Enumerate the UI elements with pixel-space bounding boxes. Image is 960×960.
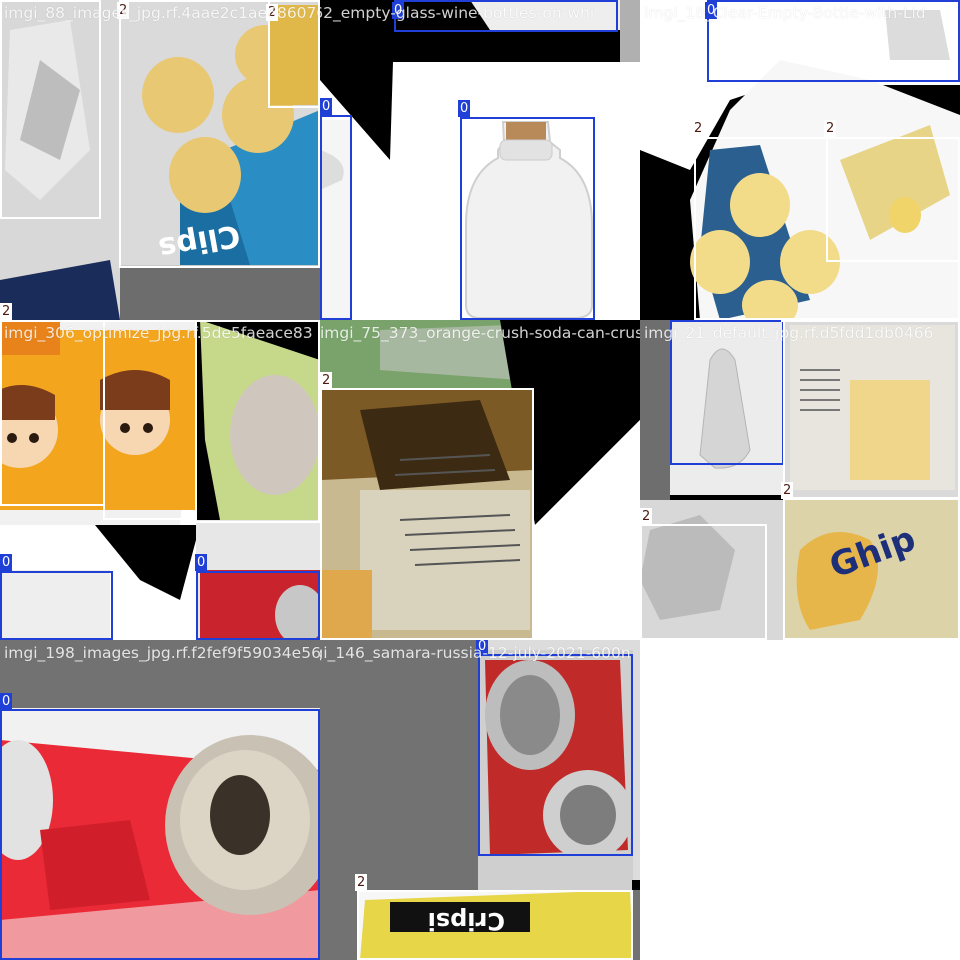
- class-label: 0: [0, 554, 13, 571]
- detection-box: [478, 654, 633, 856]
- mosaic-tile-8: Cripsi 0 2 imgi_146_samara-russia-12-jul…: [320, 640, 640, 960]
- detection-box: [640, 524, 767, 640]
- tile-filename: imgi_21_default_jpg.rf.d5fdd1db0466: [644, 324, 934, 342]
- mosaic-tile-1: Clips 2 2 2 imgi_88_images_jpg.rf.4aae2c…: [0, 0, 320, 320]
- detection-box: [0, 320, 105, 506]
- class-label: 2: [266, 4, 279, 21]
- class-label: 2: [320, 372, 333, 389]
- detection-box: [268, 0, 320, 108]
- mosaic-tile-6: Ghip 0 2 2 2 imgi_21_default_jpg.rf.d5fd…: [640, 320, 960, 640]
- class-label: 0: [320, 98, 333, 115]
- detection-box: [826, 137, 960, 262]
- detection-box: [0, 319, 4, 320]
- class-label: 2: [117, 2, 130, 19]
- mosaic-tile-5: 2 imgi_75_373_orange-crush-soda-can-crus…: [320, 320, 640, 640]
- detection-box: [195, 320, 320, 523]
- class-label: 2: [781, 482, 794, 499]
- class-label: 0: [392, 2, 405, 19]
- detection-box: [0, 0, 101, 219]
- mosaic-tile-4: 2 0 0 imgi_306_optimize_jpg.rf.5de5faeac…: [0, 320, 320, 640]
- tile-filename: imgi_198_images_jpg.rf.f2fef9f59034e56: [4, 644, 320, 662]
- class-label: 0: [195, 554, 208, 571]
- detection-box: [0, 709, 320, 960]
- detection-box: [783, 498, 960, 640]
- tile-filename: imgi_62_empty-glass-wine-bottles-on-whi: [320, 4, 595, 22]
- tile-filename: imgi_88_images_jpg.rf.4aae2c1ae6860708d2: [4, 4, 320, 22]
- detection-box: [320, 388, 534, 640]
- detection-box: [119, 0, 320, 268]
- detection-box: [707, 0, 960, 82]
- tile-filename: imgi_146_samara-russia-12-july-2021-600n: [320, 644, 631, 662]
- tile-5-photo: [320, 320, 640, 640]
- mosaic-tile-empty: [640, 640, 960, 960]
- class-label: 2: [692, 120, 705, 137]
- detection-box: [196, 571, 320, 640]
- class-label: 0: [458, 100, 471, 117]
- detection-box: [783, 320, 960, 499]
- detection-box: [357, 890, 633, 960]
- class-label: 0: [0, 693, 13, 710]
- detection-box: [103, 320, 197, 520]
- tile-7-photo: [0, 640, 320, 960]
- class-label: 2: [0, 303, 13, 320]
- tile-2-photo: [320, 0, 640, 320]
- mosaic-tile-3: 0 2 2 imgi_18_Clear-Empty-Bottle-with-Li…: [640, 0, 960, 320]
- tile-filename: imgi_18_Clear-Empty-Bottle-with-Lid: [644, 4, 926, 22]
- tile-6-photo: Ghip: [640, 320, 960, 640]
- tile-3-photo: [640, 0, 960, 320]
- svg-text:Cripsi: Cripsi: [428, 907, 505, 935]
- tile-filename: imgi_306_optimize_jpg.rf.5de5faeace83: [4, 324, 313, 342]
- class-label: 2: [355, 874, 368, 891]
- tile-filename: imgi_75_373_orange-crush-soda-can-crushe…: [320, 324, 640, 342]
- class-label: 2: [640, 508, 653, 525]
- class-label: 2: [196, 320, 209, 321]
- tile-4-photo: [0, 320, 320, 640]
- class-label: 2: [781, 320, 794, 322]
- class-label: 0: [476, 640, 489, 655]
- mosaic-tile-7: 0 imgi_198_images_jpg.rf.f2fef9f59034e56: [0, 640, 320, 960]
- detection-box: [460, 117, 595, 320]
- detection-box: [0, 571, 113, 640]
- detection-box: [320, 115, 352, 320]
- class-label: 0: [705, 2, 718, 19]
- mosaic-tile-2: 0 0 0 imgi_62_empty-glass-wine-bottles-o…: [320, 0, 640, 320]
- class-label: 2: [824, 120, 837, 137]
- tile-8-photo: Cripsi: [320, 640, 640, 960]
